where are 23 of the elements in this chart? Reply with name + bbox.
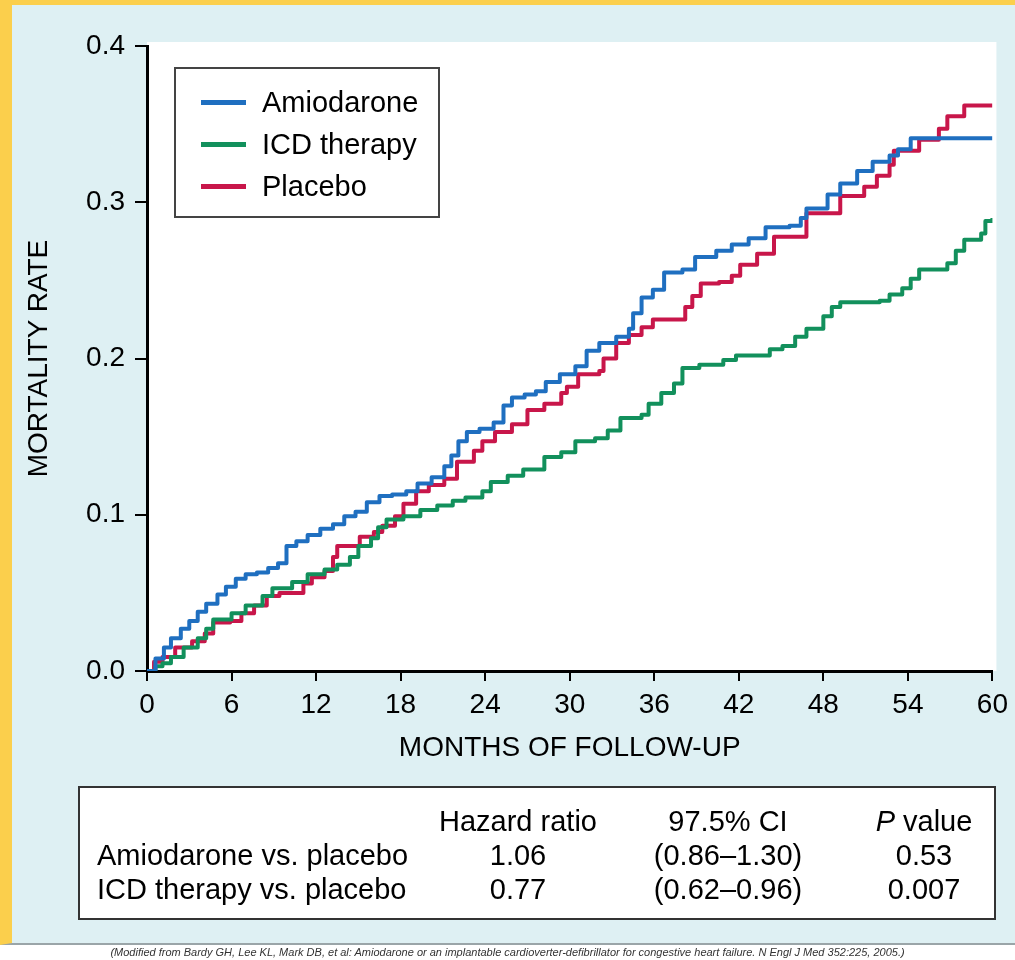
x-tick-label: 0 (139, 687, 155, 719)
y-tick-label: 0.4 (86, 28, 125, 60)
x-tick-label: 12 (300, 687, 332, 719)
x-tick-label: 48 (807, 687, 839, 719)
y-axis-title: MORTALITY RATE (21, 239, 53, 478)
y-tick-label: 0.1 (86, 497, 125, 529)
legend-label: Placebo (262, 169, 367, 203)
x-tick-label: 24 (469, 687, 501, 719)
x-axis-title: MONTHS OF FOLLOW-UP (398, 730, 741, 762)
x-tick-label: 36 (638, 687, 670, 719)
y-tick-label: 0.3 (86, 184, 125, 216)
table: Hazard ratio 97.5% CI P value Amiodarone vs. placebo 1.06 (0.86–1.30) 0.53 ICD therapy vs. placebo 0.77 (0.62–0.96) 0.007 (78, 786, 996, 920)
x-tick-label: 6 (223, 687, 240, 719)
text: (Modified from Bardy GH, Lee KL, Mark DB, et al: Amiodarone or an implantable cardioverter-defibrillator for congestive heart failure. N Engl J Med 352:225, 2005.) (110, 946, 905, 958)
x-tick-label: 18 (385, 687, 417, 719)
legend-label: Amiodarone (262, 85, 419, 119)
x-tick-label: 54 (892, 687, 924, 719)
x-tick-label: 60 (976, 687, 1009, 719)
y-tick-label: 0.0 (86, 653, 125, 685)
x-tick-label: 42 (723, 687, 755, 719)
x-tick-label: 30 (554, 687, 586, 719)
y-tick-label: 0.2 (86, 341, 125, 373)
legend-label: ICD therapy (262, 127, 417, 161)
